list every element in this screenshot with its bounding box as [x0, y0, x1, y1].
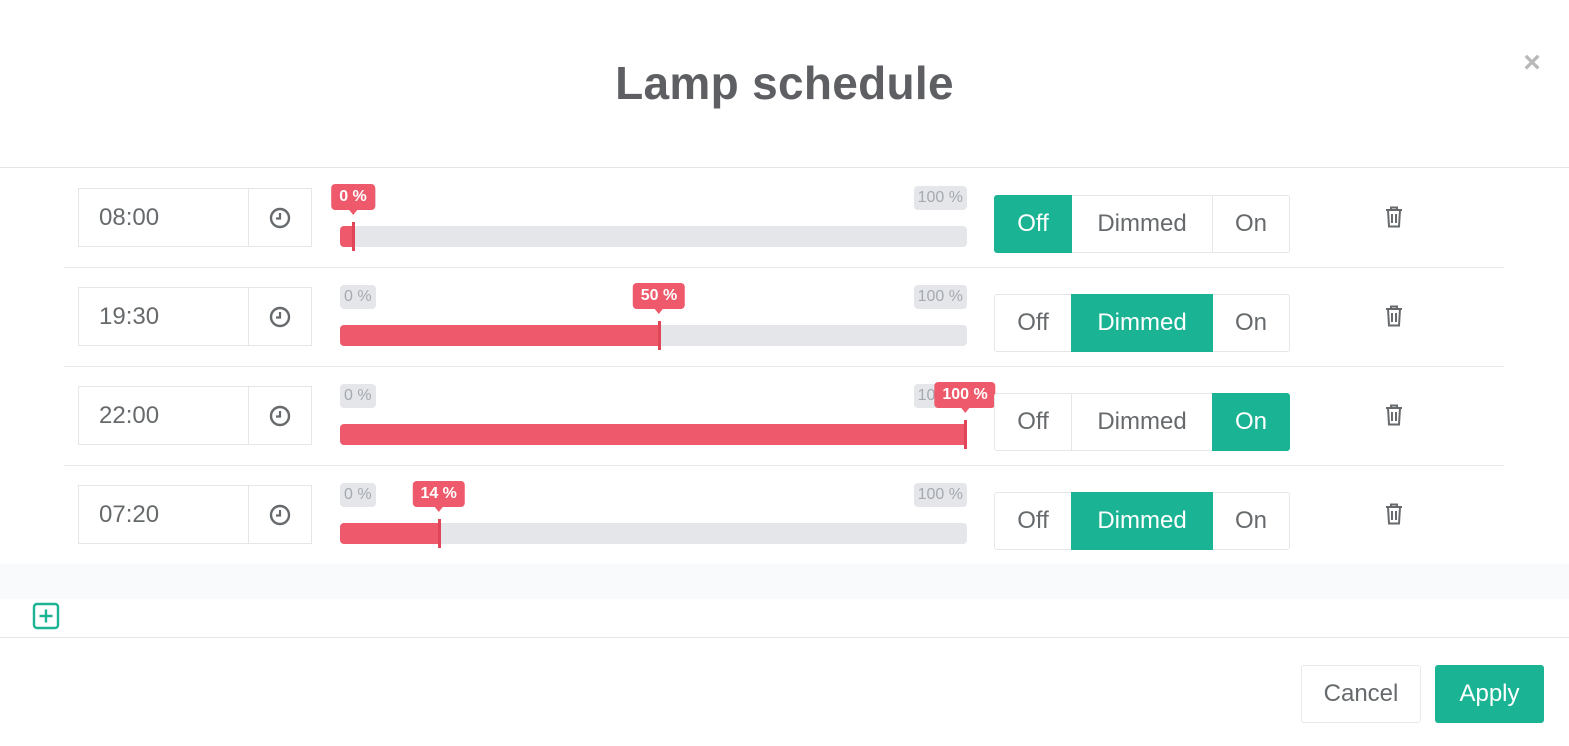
trash-icon[interactable]: [1384, 403, 1408, 429]
slider-track[interactable]: [340, 523, 967, 544]
cancel-button[interactable]: Cancel: [1301, 665, 1421, 723]
slider-handle[interactable]: [658, 321, 661, 350]
slider-max-label: 100 %: [913, 483, 967, 507]
close-icon[interactable]: ×: [1523, 46, 1541, 79]
slider-fill: [340, 523, 439, 544]
slider-min-label: 0 %: [340, 285, 376, 309]
slider-fill: [340, 226, 353, 247]
slider-handle[interactable]: [352, 222, 355, 251]
mode-off-button[interactable]: Off: [994, 492, 1072, 550]
slider-max-label: 100 %: [913, 186, 967, 210]
list-footer-band: [0, 564, 1569, 599]
time-picker: [78, 485, 312, 544]
mode-dimmed-button[interactable]: Dimmed: [1071, 393, 1213, 451]
schedule-row: 0 % 100 % 50 % Off Dimmed On: [64, 268, 1504, 367]
slider-value-label: 0 %: [331, 184, 375, 215]
level-slider[interactable]: 0 % 100 % 14 %: [340, 466, 967, 565]
slider-value-label: 100 %: [934, 382, 996, 413]
time-input[interactable]: [78, 188, 248, 247]
clock-icon[interactable]: [248, 386, 312, 445]
schedule-list: 0 % 100 % 0 % Off Dimmed On 0 % 100 % 50…: [0, 169, 1569, 564]
mode-off-button[interactable]: Off: [994, 393, 1072, 451]
clock-icon[interactable]: [248, 485, 312, 544]
mode-toggle-group: Off Dimmed On: [994, 393, 1290, 451]
schedule-row: 0 % 100 % 0 % Off Dimmed On: [64, 169, 1504, 268]
slider-fill: [340, 424, 965, 445]
trash-icon[interactable]: [1384, 205, 1408, 231]
level-slider[interactable]: 0 % 100 % 0 %: [331, 169, 967, 268]
level-slider[interactable]: 0 % 100 % 100 %: [340, 367, 996, 466]
time-picker: [78, 188, 312, 247]
clock-icon[interactable]: [248, 188, 312, 247]
time-picker: [78, 386, 312, 445]
slider-handle[interactable]: [964, 420, 967, 449]
mode-on-button[interactable]: On: [1212, 492, 1290, 550]
mode-dimmed-button[interactable]: Dimmed: [1071, 195, 1213, 253]
slider-handle[interactable]: [437, 519, 441, 548]
mode-dimmed-button[interactable]: Dimmed: [1071, 492, 1213, 550]
slider-min-label: 0 %: [340, 384, 376, 408]
slider-track[interactable]: [340, 226, 967, 247]
trash-icon[interactable]: [1384, 502, 1408, 528]
schedule-row: 0 % 100 % 100 % Off Dimmed On: [64, 367, 1504, 466]
mode-off-button[interactable]: Off: [994, 195, 1072, 253]
schedule-row: 0 % 100 % 14 % Off Dimmed On: [64, 466, 1504, 565]
mode-toggle-group: Off Dimmed On: [994, 195, 1290, 253]
trash-icon[interactable]: [1384, 304, 1408, 330]
mode-on-button[interactable]: On: [1212, 294, 1290, 352]
plus-square-icon[interactable]: [32, 602, 60, 630]
apply-button[interactable]: Apply: [1435, 665, 1544, 723]
time-input[interactable]: [78, 287, 248, 346]
slider-fill: [340, 325, 659, 346]
slider-value-label: 14 %: [412, 481, 465, 512]
mode-on-button[interactable]: On: [1212, 393, 1290, 451]
modal-footer: Cancel Apply: [0, 637, 1569, 746]
time-picker: [78, 287, 312, 346]
modal-title: Lamp schedule: [615, 57, 954, 109]
time-input[interactable]: [78, 485, 248, 544]
level-slider[interactable]: 0 % 100 % 50 %: [340, 268, 967, 367]
mode-toggle-group: Off Dimmed On: [994, 294, 1290, 352]
modal-header: Lamp schedule ×: [0, 0, 1569, 168]
mode-on-button[interactable]: On: [1212, 195, 1290, 253]
mode-toggle-group: Off Dimmed On: [994, 492, 1290, 550]
time-input[interactable]: [78, 386, 248, 445]
mode-dimmed-button[interactable]: Dimmed: [1071, 294, 1213, 352]
slider-min-label: 0 %: [340, 483, 376, 507]
slider-max-label: 100 %: [913, 285, 967, 309]
mode-off-button[interactable]: Off: [994, 294, 1072, 352]
clock-icon[interactable]: [248, 287, 312, 346]
slider-value-label: 50 %: [632, 283, 686, 314]
